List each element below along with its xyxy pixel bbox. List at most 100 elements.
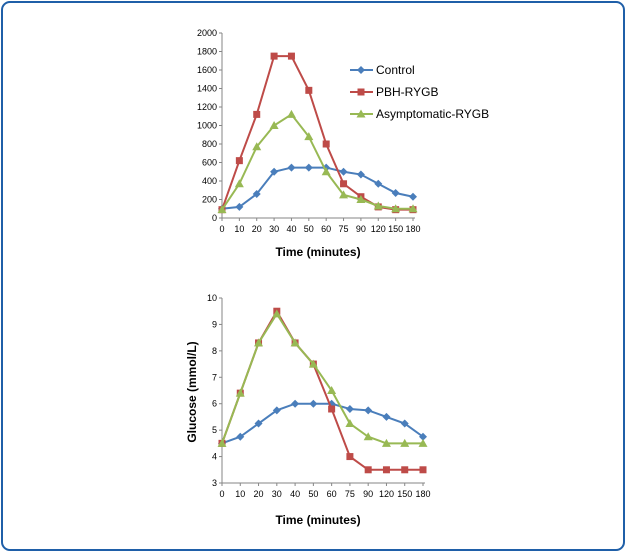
chart1-y-tick-label: 1000 bbox=[197, 121, 217, 131]
chart1-y-tick-label: 800 bbox=[202, 139, 217, 149]
chart1-legend: Control PBH-RYGB Asymptomatic-RYGB bbox=[350, 63, 489, 121]
chart1-data-point-asymptomatic-rygb bbox=[373, 201, 383, 210]
chart1-data-point-pbh-rygb bbox=[340, 180, 348, 188]
chart1-data-point-control bbox=[252, 189, 261, 198]
chart2-x-tick-label: 40 bbox=[290, 489, 300, 499]
legend-marker-pbh-rygb bbox=[357, 88, 365, 96]
chart2-data-point-asymptomatic-rygb bbox=[272, 309, 282, 318]
chart1-x-tick-label: 90 bbox=[356, 224, 366, 234]
chart1-x-axis-title: Time (minutes) bbox=[275, 245, 360, 259]
chart1-x-tick-label: 180 bbox=[405, 224, 420, 234]
chart2-data-point-control bbox=[364, 406, 373, 415]
chart2-data-point-pbh-rygb bbox=[346, 453, 354, 461]
chart2-y-tick-label: 9 bbox=[212, 319, 217, 329]
chart2-y-tick-label: 3 bbox=[212, 478, 217, 488]
chart2-x-tick-label: 180 bbox=[415, 489, 430, 499]
chart1-data-point-asymptomatic-rygb bbox=[252, 142, 262, 151]
chart1-data-point-pbh-rygb bbox=[305, 86, 313, 94]
chart1-y-tick-label: 200 bbox=[202, 195, 217, 205]
chart2-data-point-control bbox=[345, 405, 354, 413]
chart1-data-point-asymptomatic-rygb bbox=[321, 167, 331, 176]
chart2-x-axis-title: Time (minutes) bbox=[275, 513, 360, 527]
chart1-data-point-asymptomatic-rygb bbox=[391, 204, 401, 213]
chart2-x-tick-label: 75 bbox=[345, 489, 355, 499]
chart2-series-line-pbh-rygb bbox=[221, 309, 423, 471]
chart1-data-point-asymptomatic-rygb bbox=[356, 195, 366, 203]
chart2-y-axis-title: Glucose (mmol/L) bbox=[185, 341, 199, 442]
chart2-data-point-pbh-rygb bbox=[364, 466, 372, 474]
chart1-data-point-asymptomatic-rygb bbox=[339, 190, 349, 199]
chart2-x-tick-label: 60 bbox=[327, 489, 337, 499]
chart2-data-point-asymptomatic-rygb bbox=[418, 438, 428, 447]
chart1-x-tick-label: 75 bbox=[339, 224, 349, 234]
chart2-data-point-asymptomatic-rygb bbox=[290, 338, 300, 347]
chart2-x-tick-label: 30 bbox=[272, 489, 282, 499]
chart1-x-tick-label: 40 bbox=[286, 224, 296, 234]
chart2-data-point-asymptomatic-rygb bbox=[400, 438, 410, 447]
chart1-data-point-asymptomatic-rygb bbox=[234, 179, 244, 188]
chart1-x-tick-label: 150 bbox=[388, 224, 403, 234]
chart1-x-tick-label: 120 bbox=[371, 224, 386, 234]
chart1-series-line-control bbox=[221, 166, 414, 210]
chart1-data-point-asymptomatic-rygb bbox=[286, 109, 296, 118]
chart2-series bbox=[217, 307, 428, 474]
chart2-x-tick-label: 10 bbox=[235, 489, 245, 499]
chart2-data-point-control bbox=[419, 432, 427, 441]
chart1-data-point-control bbox=[374, 179, 383, 188]
chart2-x-tick-label: 150 bbox=[397, 489, 412, 499]
chart2-y-tick-label: 8 bbox=[212, 346, 217, 356]
chart2-data-point-asymptomatic-rygb bbox=[217, 438, 227, 447]
chart1-y-tick-label: 1400 bbox=[197, 84, 217, 94]
chart2-data-point-asymptomatic-rygb bbox=[308, 359, 318, 368]
chart2-data-point-pbh-rygb bbox=[328, 405, 336, 413]
chart1-data-point-asymptomatic-rygb bbox=[269, 121, 279, 129]
chart2-data-point-control bbox=[236, 432, 245, 441]
chart2-series-line-control bbox=[221, 402, 424, 445]
chart1-x-tick-label: 0 bbox=[219, 224, 224, 234]
chart1-x-tick-label: 30 bbox=[269, 224, 279, 234]
chart2-data-point-control bbox=[272, 406, 281, 415]
legend-marker-asymptomatic-rygb bbox=[356, 109, 366, 118]
chart2-x-tick-label: 20 bbox=[254, 489, 264, 499]
chart1-y-tick-label: 600 bbox=[202, 158, 217, 168]
chart2-data-point-asymptomatic-rygb bbox=[381, 438, 391, 447]
chart1-y-tick-label: 2000 bbox=[197, 28, 217, 38]
chart2-x-tick-label: 90 bbox=[363, 489, 373, 499]
chart1-x-tick-label: 10 bbox=[234, 224, 244, 234]
chart2-data-point-control bbox=[382, 412, 391, 421]
chart2-data-point-control bbox=[309, 399, 318, 408]
chart1-y-tick-label: 0 bbox=[212, 213, 217, 223]
chart1-data-point-control bbox=[356, 170, 365, 179]
chart1-data-point-pbh-rygb bbox=[253, 110, 261, 118]
chart1-data-point-pbh-rygb bbox=[270, 52, 278, 60]
chart2-data-point-pbh-rygb bbox=[419, 466, 427, 474]
chart2-series-line-asymptomatic-rygb bbox=[221, 311, 423, 445]
chart1-y-tick-label: 400 bbox=[202, 176, 217, 186]
chart1-data-point-asymptomatic-rygb bbox=[408, 204, 418, 213]
chart1-y-tick-label: 1200 bbox=[197, 102, 217, 112]
chart1-data-point-pbh-rygb bbox=[235, 157, 243, 165]
chart2-data-point-asymptomatic-rygb bbox=[235, 388, 245, 397]
chart1-data-point-control bbox=[235, 202, 244, 211]
chart1-data-point-asymptomatic-rygb bbox=[217, 205, 227, 214]
chart2-data-point-asymptomatic-rygb bbox=[345, 419, 355, 428]
chart2-data-point-control bbox=[400, 419, 409, 428]
legend-label-asymptomatic-rygb: Asymptomatic-RYGB bbox=[376, 107, 489, 121]
chart1-data-point-control bbox=[270, 167, 279, 176]
chart2-data-point-pbh-rygb bbox=[401, 466, 409, 474]
chart1-series bbox=[217, 52, 418, 214]
chart2-data-point-asymptomatic-rygb bbox=[363, 432, 373, 441]
chart2-x-tick-label: 50 bbox=[308, 489, 318, 499]
chart1-data-point-pbh-rygb bbox=[287, 52, 295, 60]
chart1-data-point-asymptomatic-rygb bbox=[304, 132, 314, 141]
chart1-x-tick-label: 50 bbox=[304, 224, 314, 234]
chart2-data-point-control bbox=[254, 419, 263, 428]
chart1-data-point-control bbox=[287, 163, 296, 172]
chart2-data-point-asymptomatic-rygb bbox=[327, 386, 337, 394]
legend-label-control: Control bbox=[376, 63, 415, 77]
legend-label-pbh-rygb: PBH-RYGB bbox=[376, 85, 438, 99]
chart1-axes: 0 200 400 600 800 1000 1200 1400 1600 1800 2000 0 10… bbox=[197, 28, 421, 234]
